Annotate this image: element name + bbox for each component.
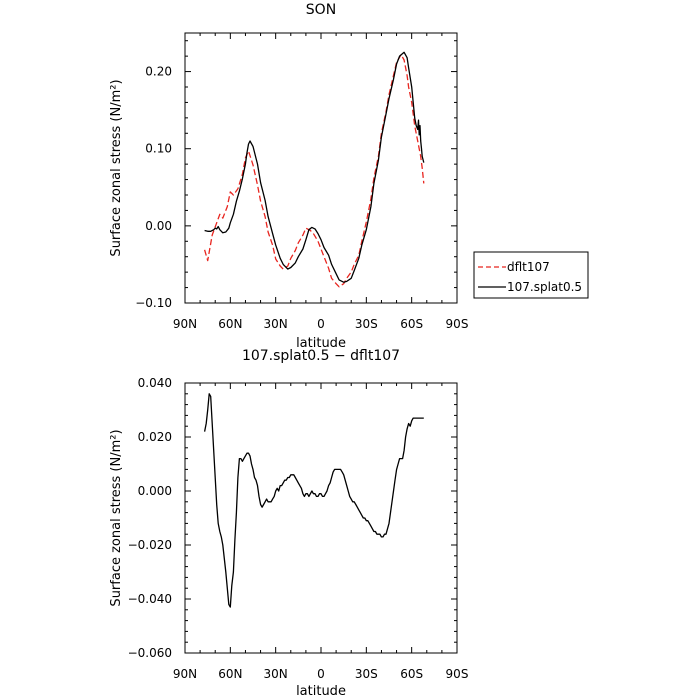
x-tick-label: 90S bbox=[446, 667, 469, 681]
y-tick-label: 0.040 bbox=[138, 376, 172, 390]
plot-frame bbox=[184, 32, 458, 304]
x-tick-label: 0 bbox=[317, 667, 325, 681]
x-axis-label: latitude bbox=[296, 684, 346, 699]
legend-label: dflt107 bbox=[507, 260, 550, 274]
x-tick-label: 60S bbox=[400, 667, 423, 681]
x-tick-label: 0 bbox=[317, 317, 325, 331]
y-tick-label: 0.020 bbox=[138, 430, 172, 444]
x-tick-label: 60N bbox=[218, 317, 242, 331]
x-tick-label: 90S bbox=[446, 317, 469, 331]
legend: dflt107 107.splat0.5 bbox=[473, 251, 589, 299]
x-tick-label: 60S bbox=[400, 317, 423, 331]
legend-box bbox=[473, 251, 589, 299]
x-tick-label: 30N bbox=[264, 667, 288, 681]
x-tick-label: 30S bbox=[355, 317, 378, 331]
chart-title: SON bbox=[306, 2, 336, 18]
x-tick-label: 90N bbox=[173, 667, 197, 681]
chart-panel-1: SON 90N 60N 30N 0 30S 60S 90S −0.10 0.00 0.10 0.20 l… bbox=[109, 2, 589, 351]
x-tick-label: 30S bbox=[355, 667, 378, 681]
chart-panel-2: 107.splat0.5 − dflt107 90N 60N 30N 0 30S 60S 90… bbox=[109, 348, 468, 699]
y-tick-label: 0.00 bbox=[145, 219, 172, 233]
y-tick-label: −0.10 bbox=[135, 296, 172, 310]
y-axis-label: Surface zonal stress (N/m²) bbox=[109, 429, 124, 606]
y-tick-label: −0.020 bbox=[128, 538, 172, 552]
y-tick-label: 0.10 bbox=[145, 142, 172, 156]
plot-frame bbox=[184, 382, 458, 654]
y-tick-label: −0.060 bbox=[128, 646, 172, 660]
legend-label: 107.splat0.5 bbox=[507, 280, 582, 294]
x-tick-label: 90N bbox=[173, 317, 197, 331]
x-axis-label: latitude bbox=[296, 336, 346, 351]
chart-title: 107.splat0.5 − dflt107 bbox=[242, 348, 400, 364]
x-tick-label: 60N bbox=[218, 667, 242, 681]
y-tick-label: 0.000 bbox=[138, 484, 172, 498]
y-tick-label: 0.20 bbox=[145, 65, 172, 79]
series-line-1 bbox=[203, 393, 424, 608]
y-tick-label: −0.040 bbox=[128, 592, 172, 606]
series-line-107-splat0-5 bbox=[204, 51, 425, 283]
y-axis-label: Surface zonal stress (N/m²) bbox=[109, 79, 124, 256]
x-tick-label: 30N bbox=[264, 317, 288, 331]
